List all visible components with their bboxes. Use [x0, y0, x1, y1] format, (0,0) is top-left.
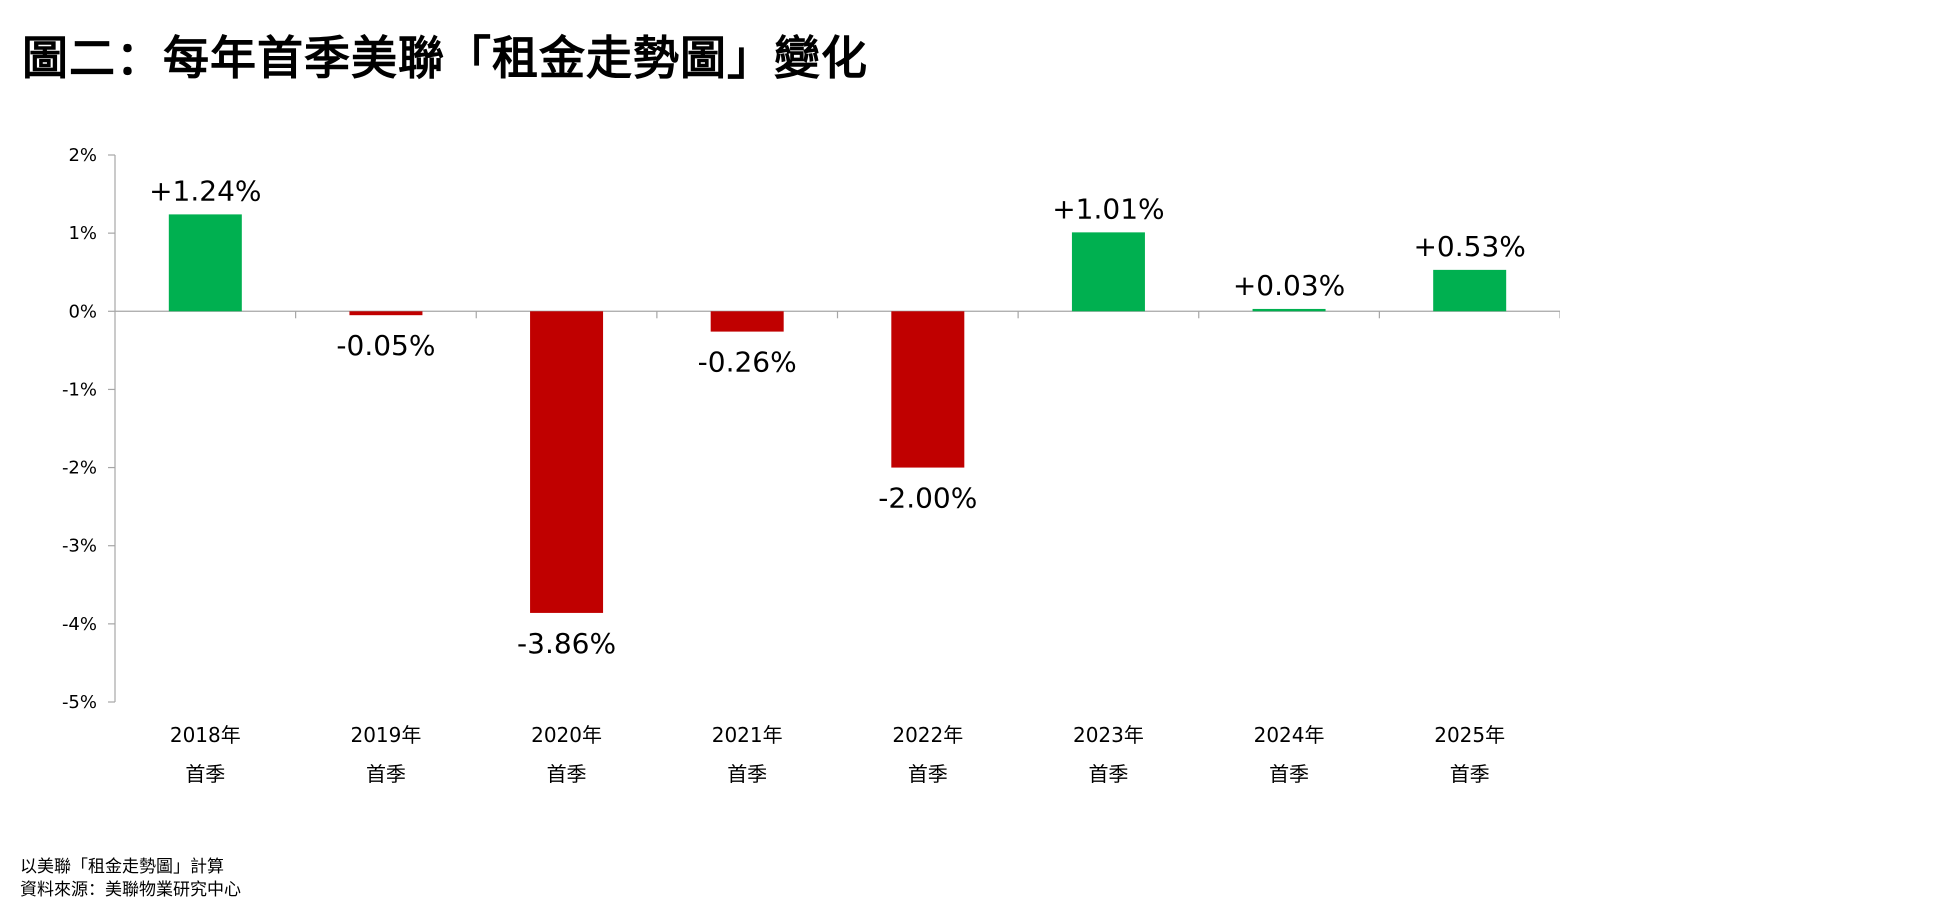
- x-category-label-year: 2021年: [712, 723, 783, 747]
- x-category-label-quarter: 首季: [908, 762, 948, 786]
- data-label: +1.24%: [149, 174, 261, 207]
- data-label: -2.00%: [878, 482, 977, 515]
- x-category-label-year: 2024年: [1254, 723, 1325, 747]
- bar: [1071, 232, 1145, 312]
- bar: [1252, 308, 1326, 312]
- bar: [710, 311, 784, 332]
- x-category-label-quarter: 首季: [1088, 762, 1128, 786]
- y-tick-label: -1%: [62, 379, 97, 400]
- data-label: -3.86%: [517, 627, 616, 660]
- x-category-label-year: 2019年: [350, 723, 421, 747]
- bar: [168, 214, 242, 312]
- y-tick-label: -2%: [62, 458, 97, 479]
- x-category-label-quarter: 首季: [185, 762, 225, 786]
- x-category-label-year: 2020年: [531, 723, 602, 747]
- x-category-label-year: 2022年: [892, 723, 963, 747]
- y-tick-label: -3%: [62, 536, 97, 557]
- data-label: -0.26%: [698, 346, 797, 379]
- x-category-label-quarter: 首季: [727, 762, 767, 786]
- data-label: +0.03%: [1233, 269, 1345, 302]
- bar: [1433, 269, 1507, 312]
- data-label: +1.01%: [1052, 192, 1164, 225]
- bar: [891, 311, 965, 468]
- footer-source: 資料來源：美聯物業研究中心: [20, 880, 241, 900]
- bar: [530, 311, 604, 613]
- y-tick-label: 1%: [68, 223, 97, 244]
- chart-title: 圖二：每年首季美聯「租金走勢圖」變化: [22, 31, 868, 85]
- x-category-label-year: 2025年: [1434, 723, 1505, 747]
- y-tick-label: 2%: [68, 145, 97, 166]
- y-tick-label: 0%: [68, 301, 97, 322]
- x-category-label-year: 2023年: [1073, 723, 1144, 747]
- y-tick-label: -4%: [62, 614, 97, 635]
- x-category-label-quarter: 首季: [366, 762, 406, 786]
- x-category-label-quarter: 首季: [547, 762, 587, 786]
- x-category-label-quarter: 首季: [1269, 762, 1309, 786]
- data-label: -0.05%: [336, 329, 435, 362]
- data-label: +0.53%: [1413, 230, 1525, 263]
- y-tick-label: -5%: [62, 692, 97, 713]
- chart-footer: 以美聯「租金走勢圖」計算 資料來源：美聯物業研究中心: [20, 856, 241, 902]
- bar: [349, 311, 423, 316]
- x-category-label-year: 2018年: [170, 723, 241, 747]
- footer-note: 以美聯「租金走勢圖」計算: [20, 857, 224, 877]
- x-category-label-quarter: 首季: [1450, 762, 1490, 786]
